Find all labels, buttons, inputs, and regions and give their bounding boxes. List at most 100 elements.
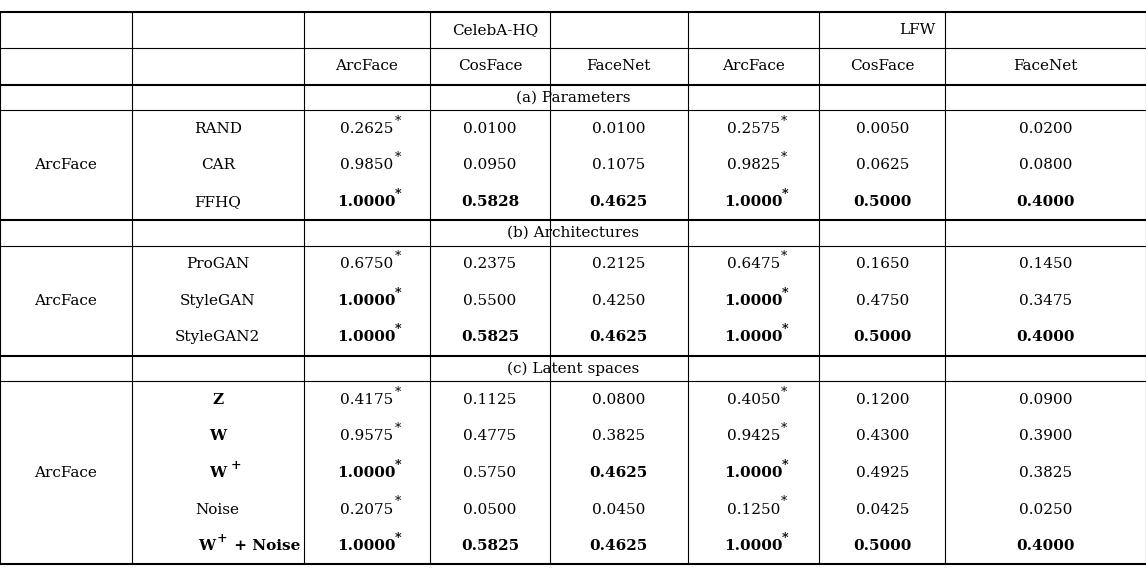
Text: *: *: [394, 385, 401, 399]
Text: 0.3900: 0.3900: [1019, 429, 1073, 444]
Text: 0.5500: 0.5500: [463, 294, 517, 308]
Text: (a) Parameters: (a) Parameters: [516, 90, 630, 105]
Text: ArcFace: ArcFace: [34, 158, 97, 172]
Text: 0.6750: 0.6750: [340, 257, 393, 271]
Text: 0.5000: 0.5000: [854, 195, 911, 209]
Text: FaceNet: FaceNet: [587, 59, 651, 74]
Text: 0.0250: 0.0250: [1019, 502, 1073, 517]
Text: 0.5825: 0.5825: [461, 331, 519, 344]
Text: 0.0200: 0.0200: [1019, 122, 1073, 136]
Text: *: *: [394, 250, 401, 263]
Text: *: *: [394, 422, 401, 435]
Text: 0.2625: 0.2625: [340, 122, 393, 136]
Text: 0.4625: 0.4625: [590, 466, 647, 480]
Text: 1.0000: 1.0000: [724, 466, 783, 480]
Text: *: *: [394, 287, 401, 300]
Text: FaceNet: FaceNet: [1013, 59, 1078, 74]
Text: 0.2125: 0.2125: [592, 257, 645, 271]
Text: 0.4625: 0.4625: [590, 539, 647, 553]
Text: 0.4750: 0.4750: [856, 294, 909, 308]
Text: 0.0425: 0.0425: [856, 502, 909, 517]
Text: (b) Architectures: (b) Architectures: [507, 226, 639, 240]
Text: *: *: [782, 287, 787, 300]
Text: 1.0000: 1.0000: [337, 331, 397, 344]
Text: (c) Latent spaces: (c) Latent spaces: [507, 361, 639, 376]
Text: 0.0800: 0.0800: [1019, 158, 1073, 172]
Text: Z: Z: [212, 393, 223, 407]
Text: 0.9850: 0.9850: [340, 158, 393, 172]
Text: 0.0450: 0.0450: [592, 502, 645, 517]
Text: 0.2375: 0.2375: [463, 257, 517, 271]
Text: RAND: RAND: [194, 122, 242, 136]
Text: 0.1450: 0.1450: [1019, 257, 1073, 271]
Text: 0.9825: 0.9825: [727, 158, 780, 172]
Text: *: *: [782, 532, 787, 545]
Text: *: *: [394, 532, 401, 545]
Text: *: *: [782, 323, 787, 336]
Text: 0.0625: 0.0625: [856, 158, 909, 172]
Text: 0.1250: 0.1250: [727, 502, 780, 517]
Text: ArcFace: ArcFace: [336, 59, 398, 74]
Text: 0.4175: 0.4175: [340, 393, 393, 407]
Text: *: *: [394, 323, 401, 336]
Text: 0.4300: 0.4300: [856, 429, 909, 444]
Text: CosFace: CosFace: [457, 59, 523, 74]
Text: StyleGAN: StyleGAN: [180, 294, 256, 308]
Text: CosFace: CosFace: [850, 59, 915, 74]
Text: 0.5000: 0.5000: [854, 539, 911, 553]
Text: 0.3825: 0.3825: [592, 429, 645, 444]
Text: + Noise: + Noise: [229, 539, 300, 553]
Text: CAR: CAR: [201, 158, 235, 172]
Text: *: *: [394, 495, 401, 509]
Text: 0.2575: 0.2575: [727, 122, 780, 136]
Text: LFW: LFW: [898, 23, 935, 37]
Text: ArcFace: ArcFace: [34, 294, 97, 308]
Text: 0.0100: 0.0100: [592, 122, 645, 136]
Text: 0.5828: 0.5828: [461, 195, 519, 209]
Text: *: *: [394, 151, 401, 164]
Text: 0.5750: 0.5750: [463, 466, 517, 480]
Text: +: +: [217, 532, 227, 545]
Text: 0.1075: 0.1075: [592, 158, 645, 172]
Text: 0.1200: 0.1200: [856, 393, 909, 407]
Text: Noise: Noise: [196, 502, 240, 517]
Text: 0.9575: 0.9575: [340, 429, 393, 444]
Text: 0.5000: 0.5000: [854, 331, 911, 344]
Text: 0.1650: 0.1650: [856, 257, 909, 271]
Text: *: *: [782, 495, 787, 509]
Text: *: *: [394, 188, 401, 201]
Text: 0.3825: 0.3825: [1019, 466, 1073, 480]
Text: +: +: [230, 458, 241, 472]
Text: CelebA-HQ: CelebA-HQ: [453, 23, 539, 37]
Text: 0.4000: 0.4000: [1017, 539, 1075, 553]
Text: *: *: [394, 115, 401, 127]
Text: 0.4925: 0.4925: [856, 466, 909, 480]
Text: 1.0000: 1.0000: [337, 195, 397, 209]
Text: *: *: [782, 458, 787, 472]
Text: 0.4625: 0.4625: [590, 331, 647, 344]
Text: 0.4000: 0.4000: [1017, 195, 1075, 209]
Text: 0.0050: 0.0050: [856, 122, 909, 136]
Text: ArcFace: ArcFace: [722, 59, 785, 74]
Text: 0.0900: 0.0900: [1019, 393, 1073, 407]
Text: FFHQ: FFHQ: [195, 195, 241, 209]
Text: *: *: [782, 250, 787, 263]
Text: 0.4250: 0.4250: [592, 294, 645, 308]
Text: 0.4000: 0.4000: [1017, 331, 1075, 344]
Text: 1.0000: 1.0000: [337, 539, 397, 553]
Text: *: *: [782, 385, 787, 399]
Text: ArcFace: ArcFace: [34, 466, 97, 480]
Text: *: *: [782, 151, 787, 164]
Text: 0.4050: 0.4050: [727, 393, 780, 407]
Text: 0.1125: 0.1125: [463, 393, 517, 407]
Text: 1.0000: 1.0000: [337, 466, 397, 480]
Text: W: W: [198, 539, 215, 553]
Text: 0.9425: 0.9425: [727, 429, 780, 444]
Text: *: *: [782, 422, 787, 435]
Text: 1.0000: 1.0000: [724, 294, 783, 308]
Text: W: W: [210, 466, 226, 480]
Text: 0.4775: 0.4775: [463, 429, 517, 444]
Text: *: *: [782, 115, 787, 127]
Text: 1.0000: 1.0000: [337, 294, 397, 308]
Text: *: *: [394, 458, 401, 472]
